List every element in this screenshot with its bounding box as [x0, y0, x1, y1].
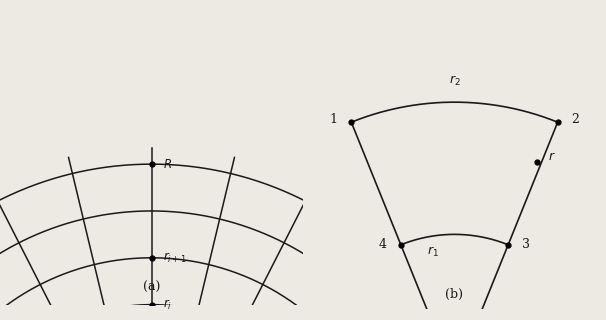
- Text: $r_i$: $r_i$: [162, 298, 171, 312]
- Text: (a): (a): [143, 281, 160, 293]
- Text: $r_1$: $r_1$: [427, 245, 438, 259]
- Text: 4: 4: [379, 238, 387, 251]
- Text: 3: 3: [522, 238, 530, 251]
- Text: (b): (b): [445, 287, 464, 300]
- Text: $r$: $r$: [548, 149, 556, 163]
- Text: 1: 1: [330, 113, 338, 126]
- Text: 2: 2: [571, 113, 579, 126]
- Text: $r_2$: $r_2$: [448, 74, 461, 88]
- Text: $r_{i+1}$: $r_{i+1}$: [162, 251, 186, 265]
- Text: $R$: $R$: [162, 158, 171, 171]
